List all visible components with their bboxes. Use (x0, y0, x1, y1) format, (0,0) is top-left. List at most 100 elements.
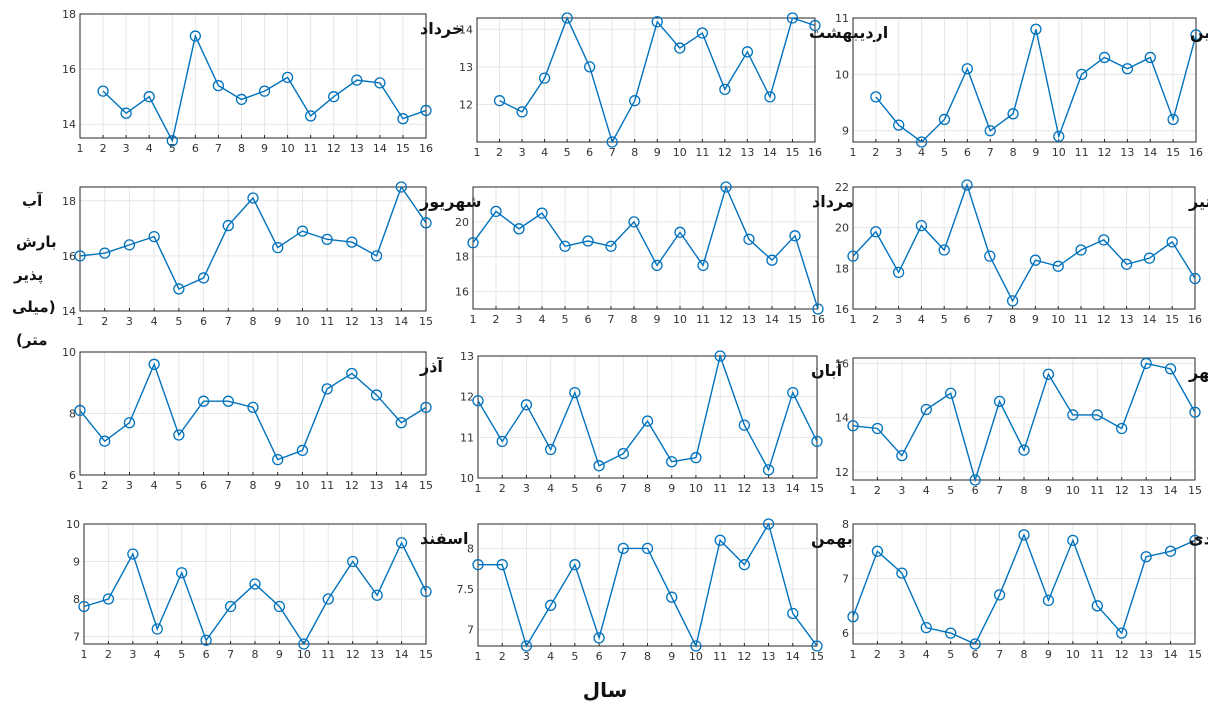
data-point (78, 600, 90, 613)
data-point (127, 548, 139, 560)
data-point (789, 230, 801, 242)
data-point (496, 559, 508, 571)
x-tick-label: 13 (370, 315, 384, 328)
x-tick-label: 2 (874, 648, 881, 661)
y-tick-label: 18 (455, 251, 469, 264)
data-point (812, 303, 824, 315)
y-tick-label: 14 (835, 412, 849, 425)
data-point (915, 219, 928, 232)
x-tick-label: 6 (596, 482, 603, 495)
data-point (74, 404, 86, 417)
data-point (148, 358, 160, 370)
y-tick-label: 9 (73, 556, 80, 569)
data-point (984, 250, 996, 262)
y-tick-label: 16 (835, 357, 849, 370)
x-tick-label: 9 (1045, 484, 1052, 497)
x-tick-label: 12 (1115, 484, 1129, 497)
x-tick-label: 6 (200, 479, 207, 492)
y-tick-label: 11 (835, 12, 849, 25)
x-tick-label: 9 (668, 650, 675, 663)
x-tick-label: 9 (1032, 313, 1039, 326)
x-tick-label: 5 (564, 146, 571, 159)
data-point (945, 387, 957, 399)
x-tick-label: 9 (274, 315, 281, 328)
x-tick-label: 4 (539, 313, 546, 326)
data-point (143, 91, 155, 103)
x-tick-label: 6 (972, 484, 979, 497)
data-point (787, 607, 799, 620)
y-tick-label: 7 (842, 573, 849, 586)
y-tick-label: 13 (460, 350, 474, 363)
y-tick-label: 10 (835, 68, 849, 81)
panel-title: اسفند (420, 529, 469, 548)
x-tick-label: 4 (923, 648, 930, 661)
data-point (322, 593, 334, 605)
data-point (173, 429, 185, 441)
y-tick-label: 12 (460, 391, 474, 404)
x-tick-label: 13 (1139, 648, 1153, 661)
data-point (896, 449, 908, 462)
data-point (938, 244, 950, 256)
x-tick-label: 2 (872, 146, 879, 159)
data-point (690, 640, 702, 652)
y-axis-label-line-1: آب (22, 192, 43, 210)
x-tick-label: 4 (154, 648, 161, 661)
data-point (472, 559, 484, 571)
x-tick-label: 5 (941, 313, 948, 326)
y-tick-label: 20 (835, 222, 849, 235)
y-tick-label: 14 (62, 118, 76, 131)
x-tick-label: 16 (1188, 313, 1202, 326)
data-point (617, 447, 629, 460)
data-point (420, 217, 432, 229)
y-tick-label: 20 (455, 216, 469, 229)
data-point (1167, 113, 1179, 126)
data-point (629, 95, 641, 107)
y-tick-label: 18 (62, 195, 76, 208)
x-tick-label: 5 (941, 146, 948, 159)
data-point (467, 237, 479, 249)
data-point (321, 233, 333, 246)
x-tick-label: 3 (895, 313, 902, 326)
data-point (493, 95, 506, 107)
y-tick-label: 16 (835, 303, 849, 316)
x-tick-label: 7 (227, 648, 234, 661)
data-point (395, 181, 407, 193)
x-tick-label: 4 (547, 650, 554, 663)
x-tick-label: 14 (1143, 146, 1157, 159)
x-tick-label: 11 (321, 648, 335, 661)
data-point (148, 230, 160, 243)
data-point (472, 395, 484, 407)
x-tick-label: 10 (1066, 484, 1080, 497)
x-tick-label: 10 (673, 146, 687, 159)
x-tick-label: 8 (238, 142, 245, 155)
x-tick-label: 7 (608, 313, 615, 326)
x-tick-label: 11 (1090, 484, 1104, 497)
series-line (102, 33, 427, 143)
data-point (189, 30, 201, 42)
x-tick-label: 15 (419, 315, 433, 328)
data-point (666, 591, 678, 603)
x-tick-label: 1 (850, 484, 857, 497)
data-point (1098, 234, 1110, 246)
series-line (472, 184, 819, 310)
x-tick-label: 1 (850, 313, 857, 326)
axes-frame (852, 17, 1197, 143)
data-point (1164, 363, 1177, 375)
x-tick-label: 15 (396, 142, 410, 155)
x-tick-label: 15 (1188, 484, 1202, 497)
y-axis-label-line-2: بارش (16, 233, 57, 251)
y-tick-label: 8 (842, 518, 849, 531)
x-tick-label: 1 (474, 146, 481, 159)
x-tick-label: 2 (499, 482, 506, 495)
y-tick-label: 6 (69, 469, 76, 482)
data-point (1091, 600, 1103, 612)
panel-title: فروردین (1190, 23, 1208, 42)
x-tick-label: 13 (762, 482, 776, 495)
y-tick-label: 18 (62, 8, 76, 21)
data-point (1143, 252, 1156, 264)
x-tick-label: 12 (718, 146, 732, 159)
x-tick-label: 2 (872, 313, 879, 326)
x-tick-label: 6 (586, 146, 593, 159)
data-point (641, 542, 654, 555)
